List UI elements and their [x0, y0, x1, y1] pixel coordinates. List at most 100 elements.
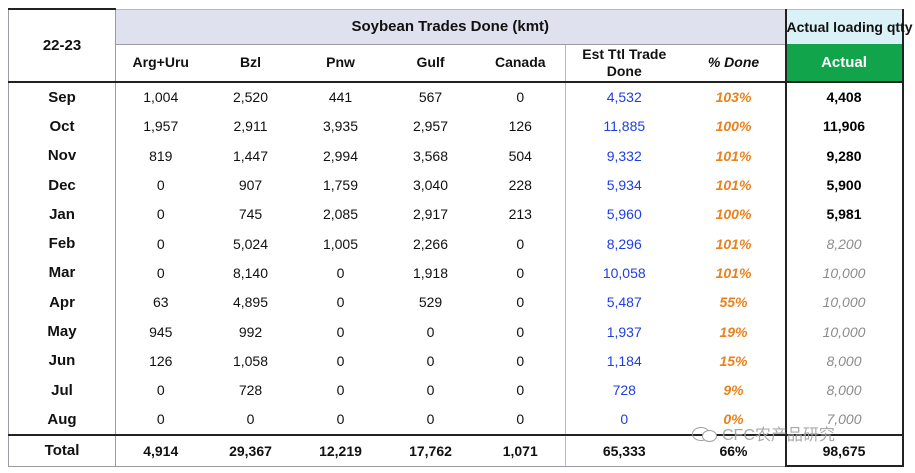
- cell-arg-uru: 0: [156, 382, 165, 399]
- table-row: Apr 63 4,895 0 529 0 5,487 55% 10,000: [8, 287, 904, 317]
- cell-bzl: 728: [238, 382, 263, 399]
- cell-bzl: 5,024: [232, 235, 269, 252]
- cell-pct-done: 9%: [682, 375, 786, 405]
- col-header-arg-uru: Arg+Uru: [115, 44, 206, 83]
- cell-gulf: 0: [426, 352, 435, 369]
- cell-pct-done: 103%: [682, 81, 786, 112]
- cell-pct-done: 15%: [682, 346, 786, 376]
- col-header-bzl: Bzl: [205, 44, 296, 83]
- month-cell: Nov: [8, 141, 116, 171]
- col-header-pct-done: % Done: [682, 44, 786, 83]
- cell-gulf: 0: [426, 382, 435, 399]
- cell-pct-done: 55%: [682, 287, 786, 317]
- cell-est-total: 9,332: [565, 141, 683, 171]
- table-title: Soybean Trades Done (kmt): [115, 8, 786, 45]
- total-actual: 98,675: [784, 434, 904, 468]
- cell-pct-done: 101%: [682, 258, 786, 288]
- cell-est-total: 1,184: [565, 346, 683, 376]
- cell-bzl: 745: [238, 206, 263, 223]
- cell-actual: 5,981: [784, 199, 904, 229]
- cell-pnw: 2,085: [322, 206, 359, 223]
- cell-actual: 9,280: [784, 141, 904, 171]
- col-header-est-total: Est Ttl Trade Done: [565, 44, 683, 83]
- cell-est-total: 5,960: [565, 199, 683, 229]
- cell-canada: 0: [516, 411, 525, 428]
- cell-gulf: 1,918: [412, 264, 449, 281]
- cell-gulf: 0: [426, 411, 435, 428]
- month-cell: Jul: [8, 375, 116, 405]
- cell-gulf: 2,957: [412, 118, 449, 135]
- cell-pct-done: 19%: [682, 316, 786, 347]
- cell-est-total: 5,487: [565, 287, 683, 317]
- cell-est-total: 4,532: [565, 81, 683, 112]
- cell-pnw: 0: [336, 294, 345, 311]
- cell-canada: 0: [516, 89, 525, 106]
- table-row: Sep 1,004 2,520 441 567 0 4,532 103% 4,408: [8, 81, 904, 112]
- cell-bzl: 0: [246, 411, 255, 428]
- cell-est-total: 10,058: [565, 258, 683, 288]
- cell-actual: 8,000: [784, 346, 904, 376]
- cell-arg-uru: 0: [156, 206, 165, 223]
- col-header-canada: Canada: [475, 44, 566, 83]
- cell-canada: 504: [508, 147, 532, 164]
- col-header-pnw: Pnw: [295, 44, 386, 83]
- cell-pct-done: 101%: [682, 170, 786, 200]
- cell-canada: 0: [516, 323, 525, 340]
- cell-canada: 0: [516, 294, 525, 311]
- month-cell: Mar: [8, 258, 116, 288]
- cell-canada: 126: [508, 118, 532, 135]
- month-cell: Jan: [8, 199, 116, 229]
- month-cell: May: [8, 316, 116, 347]
- total-bzl: 29,367: [205, 434, 296, 467]
- table-row: Jan 0 745 2,085 2,917 213 5,960 100% 5,981: [8, 199, 904, 229]
- cell-gulf: 3,568: [412, 147, 449, 164]
- cell-pct-done: 100%: [682, 199, 786, 229]
- cell-canada: 0: [516, 382, 525, 399]
- cell-pnw: 0: [336, 264, 345, 281]
- cell-actual: 10,000: [784, 287, 904, 317]
- cell-arg-uru: 0: [156, 411, 165, 428]
- cell-actual: 5,900: [784, 170, 904, 200]
- cell-bzl: 1,447: [232, 147, 269, 164]
- cell-canada: 213: [508, 206, 532, 223]
- soybean-trades-table-container: 22-23 Soybean Trades Done (kmt) Actual l…: [8, 8, 913, 468]
- cell-est-total: 5,934: [565, 170, 683, 200]
- cell-canada: 0: [516, 264, 525, 281]
- cell-actual: 4,408: [784, 81, 904, 112]
- cell-gulf: 529: [418, 294, 443, 311]
- cell-pnw: 3,935: [322, 118, 359, 135]
- table-row: Jul 0 728 0 0 0 728 9% 8,000: [8, 375, 904, 405]
- cell-arg-uru: 945: [149, 323, 173, 340]
- cell-est-total: 8,296: [565, 228, 683, 259]
- cell-canada: 0: [516, 352, 525, 369]
- cell-gulf: 2,266: [412, 235, 449, 252]
- month-cell: Jun: [8, 346, 116, 376]
- cell-bzl: 1,058: [232, 352, 269, 369]
- total-row: Total 4,914 29,367 12,219 17,762 1,071 6…: [8, 434, 904, 468]
- cell-pnw: 1,005: [322, 235, 359, 252]
- total-gulf: 17,762: [385, 434, 476, 467]
- month-cell: Sep: [8, 81, 116, 112]
- cell-est-total: 728: [565, 375, 683, 405]
- cell-bzl: 4,895: [232, 294, 269, 311]
- cell-canada: 0: [516, 235, 525, 252]
- table-row: Mar 0 8,140 0 1,918 0 10,058 101% 10,000: [8, 258, 904, 288]
- cell-pnw: 0: [336, 411, 345, 428]
- cell-arg-uru: 63: [152, 294, 169, 311]
- cell-actual: 10,000: [784, 316, 904, 347]
- cell-arg-uru: 1,957: [143, 118, 179, 135]
- cell-gulf: 0: [426, 323, 435, 340]
- total-pct: 66%: [682, 434, 786, 467]
- cell-pct-done: 100%: [682, 111, 786, 142]
- cell-actual: 8,200: [784, 228, 904, 259]
- cell-est-total: 0: [565, 404, 683, 436]
- total-canada: 1,071: [475, 434, 566, 467]
- table-row: Jun 126 1,058 0 0 0 1,184 15% 8,000: [8, 346, 904, 376]
- total-arg-uru: 4,914: [115, 434, 206, 467]
- cell-bzl: 8,140: [232, 264, 269, 281]
- soybean-trades-table: 22-23 Soybean Trades Done (kmt) Actual l…: [8, 8, 913, 468]
- cell-canada: 228: [508, 177, 532, 194]
- month-cell: Dec: [8, 170, 116, 200]
- cell-bzl: 2,520: [232, 89, 269, 106]
- actual-loading-header: Actual loading qtty: [784, 8, 913, 44]
